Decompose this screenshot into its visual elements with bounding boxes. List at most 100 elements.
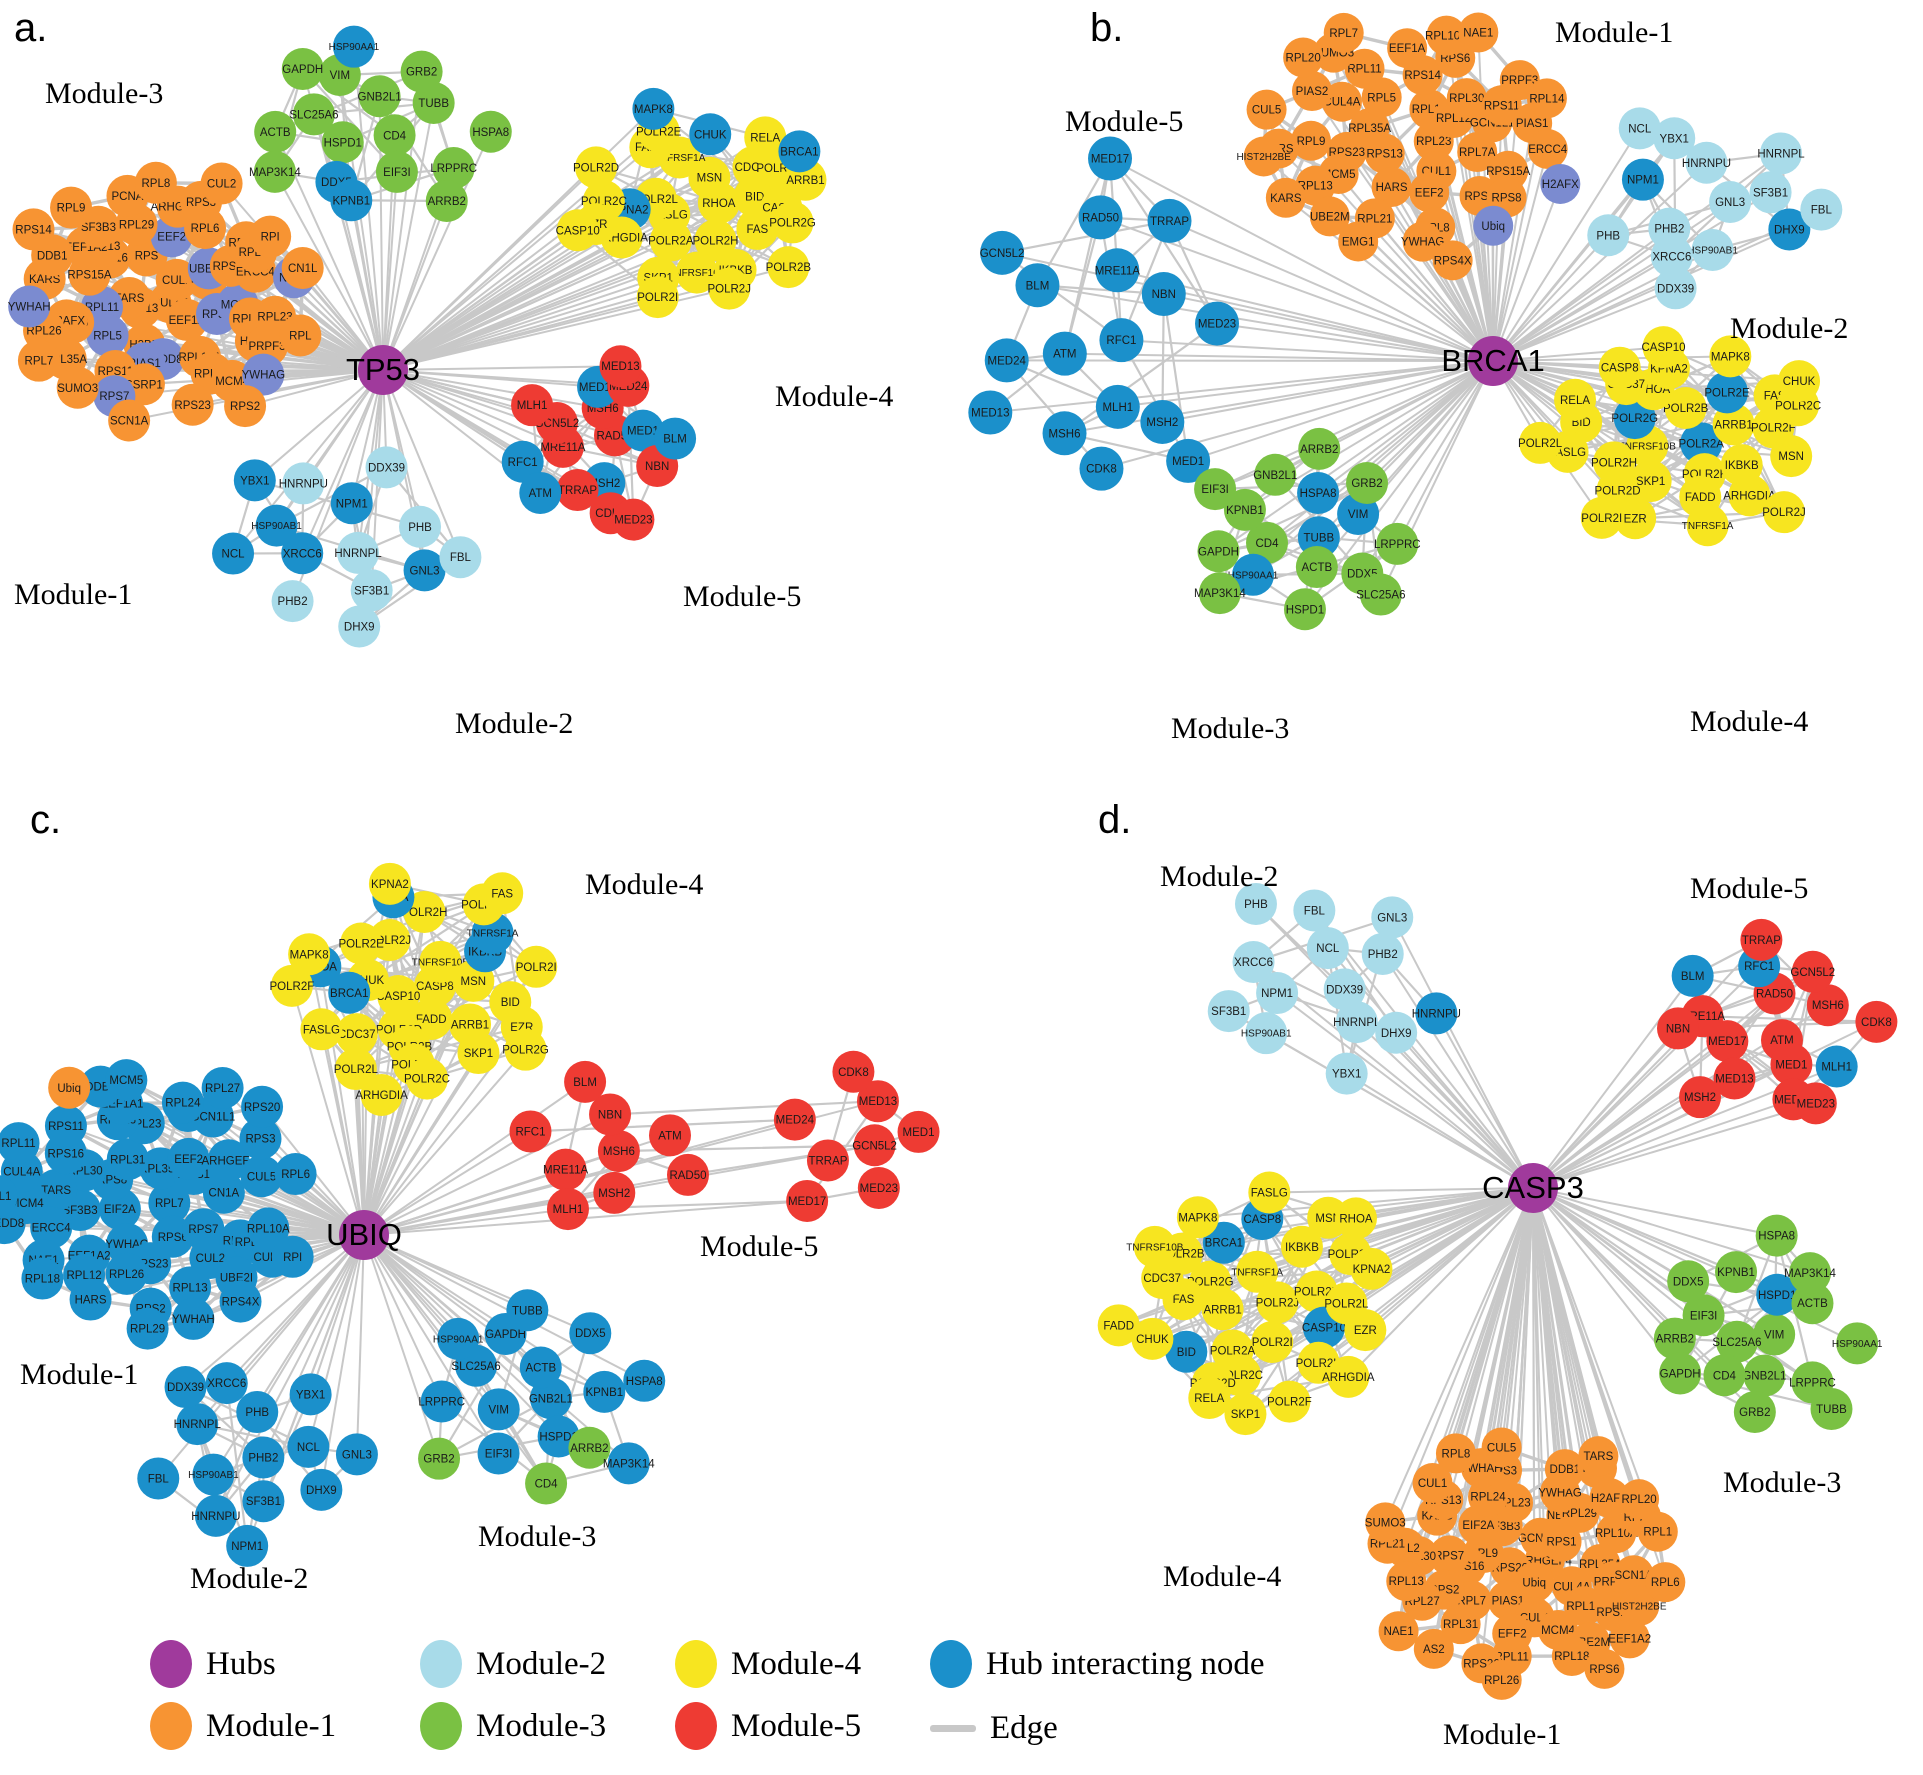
node-circle[interactable]: [432, 147, 475, 190]
node-circle[interactable]: [134, 161, 177, 204]
node-circle[interactable]: [1618, 107, 1661, 150]
node-circle[interactable]: [1733, 1390, 1776, 1433]
network-node[interactable]: HIST2H2BE: [1236, 136, 1291, 177]
network-node[interactable]: TRRAP: [556, 469, 599, 512]
node-circle[interactable]: [336, 531, 379, 574]
network-node[interactable]: MLH1: [511, 384, 554, 427]
network-node[interactable]: BRCA1: [778, 130, 821, 173]
network-node[interactable]: Ubiq: [1473, 205, 1514, 246]
node-circle[interactable]: [1412, 1463, 1453, 1504]
node-circle[interactable]: [1176, 1196, 1219, 1239]
network-node[interactable]: POLR2L: [1518, 421, 1563, 464]
node-circle[interactable]: [1756, 1273, 1799, 1316]
network-node[interactable]: GAPDH: [281, 47, 324, 90]
node-circle[interactable]: [1323, 968, 1366, 1011]
network-node[interactable]: POLR2H: [692, 219, 738, 262]
network-node[interactable]: FBL: [439, 536, 482, 579]
network-node[interactable]: EEF2: [167, 1137, 210, 1180]
node-circle[interactable]: [1268, 1380, 1311, 1423]
node-circle[interactable]: [1587, 214, 1630, 257]
node-circle[interactable]: [1712, 403, 1755, 446]
network-node[interactable]: RPL7: [1323, 12, 1364, 53]
node-circle[interactable]: [270, 964, 313, 1007]
network-node[interactable]: EIF3I: [1194, 468, 1237, 511]
node-circle[interactable]: [418, 1437, 461, 1480]
network-node[interactable]: RPS4X: [1432, 240, 1473, 281]
network-node[interactable]: RPL13: [1386, 1561, 1427, 1602]
node-circle[interactable]: [105, 1059, 148, 1102]
node-circle[interactable]: [1685, 141, 1728, 184]
network-node[interactable]: BLM: [1671, 954, 1714, 997]
network-node[interactable]: POLR2E: [1704, 371, 1750, 414]
node-circle[interactable]: [1614, 497, 1657, 540]
network-node[interactable]: MSH6: [1806, 984, 1849, 1027]
network-node[interactable]: MSH6: [1042, 411, 1087, 456]
network-node[interactable]: RFC1: [501, 440, 544, 483]
node-circle[interactable]: [439, 536, 482, 579]
network-node[interactable]: SKP1: [457, 1032, 500, 1075]
network-node[interactable]: SF3B1: [1207, 990, 1250, 1033]
network-node[interactable]: RPL30: [1446, 78, 1487, 119]
node-circle[interactable]: [1099, 318, 1144, 363]
network-node[interactable]: HSPD1: [321, 121, 364, 164]
network-node[interactable]: TRRAP: [806, 1139, 849, 1182]
node-circle[interactable]: [1335, 1001, 1378, 1044]
network-node[interactable]: GRB2: [1733, 1390, 1776, 1433]
network-node[interactable]: POLR2B: [1663, 386, 1709, 429]
node-circle[interactable]: [612, 498, 655, 541]
node-circle[interactable]: [607, 1442, 650, 1485]
node-circle[interactable]: [1246, 521, 1289, 564]
node-circle[interactable]: [368, 862, 411, 905]
network-node[interactable]: NAE1: [1458, 12, 1499, 53]
network-node[interactable]: NBN: [1141, 272, 1186, 317]
network-node[interactable]: MED13: [856, 1080, 899, 1123]
node-circle[interactable]: [856, 1080, 899, 1123]
node-circle[interactable]: [1297, 516, 1340, 559]
network-node[interactable]: CDC37: [335, 1013, 378, 1056]
node-circle[interactable]: [1637, 1511, 1678, 1552]
node-circle[interactable]: [1768, 208, 1811, 251]
node-circle[interactable]: [1544, 1449, 1585, 1490]
node-circle[interactable]: [1667, 1260, 1710, 1303]
network-node[interactable]: YBX1: [289, 1373, 332, 1416]
network-node[interactable]: DDB1: [1544, 1449, 1585, 1490]
network-node[interactable]: RPL8: [1435, 1433, 1476, 1474]
node-circle[interactable]: [1810, 1387, 1853, 1430]
network-node[interactable]: RPL26: [1481, 1659, 1522, 1700]
network-node[interactable]: PHB: [1587, 214, 1630, 257]
network-node[interactable]: RPL13: [169, 1266, 212, 1309]
network-node[interactable]: BLM: [564, 1060, 607, 1103]
node-circle[interactable]: [1740, 918, 1783, 961]
network-node[interactable]: HARS: [69, 1278, 112, 1321]
network-node[interactable]: HIST2H2BE: [1612, 1585, 1667, 1626]
network-node[interactable]: SKP1: [1224, 1393, 1267, 1436]
network-node[interactable]: POLR2L: [334, 1048, 379, 1091]
node-circle[interactable]: [1188, 1376, 1231, 1419]
node-circle[interactable]: [1743, 1354, 1786, 1397]
network-node[interactable]: CN1A: [202, 1171, 245, 1214]
node-circle[interactable]: [1334, 1197, 1377, 1240]
node-circle[interactable]: [1293, 889, 1336, 932]
node-circle[interactable]: [1256, 1281, 1299, 1324]
network-node[interactable]: HSPA8: [623, 1359, 666, 1402]
network-node[interactable]: HNRNPU: [1682, 141, 1731, 184]
node-circle[interactable]: [1770, 435, 1813, 478]
node-circle[interactable]: [106, 1138, 149, 1181]
node-circle[interactable]: [832, 1050, 875, 1093]
node-circle[interactable]: [597, 1130, 640, 1173]
node-circle[interactable]: [593, 1171, 636, 1214]
node-circle[interactable]: [289, 1373, 332, 1416]
network-node[interactable]: RPS2: [224, 385, 267, 428]
node-circle[interactable]: [583, 1370, 626, 1413]
node-circle[interactable]: [1659, 1352, 1702, 1395]
node-circle[interactable]: [984, 338, 1029, 383]
network-node[interactable]: MRE11A: [1095, 248, 1140, 293]
node-circle[interactable]: [1283, 37, 1324, 78]
node-circle[interactable]: [1682, 1294, 1725, 1337]
node-circle[interactable]: [744, 116, 787, 159]
node-circle[interactable]: [481, 872, 524, 915]
network-node[interactable]: MED1: [621, 409, 664, 452]
network-node[interactable]: KPNB1: [1715, 1251, 1758, 1294]
network-node[interactable]: TRRAP: [1740, 918, 1783, 961]
network-node[interactable]: TUBB: [506, 1289, 549, 1332]
